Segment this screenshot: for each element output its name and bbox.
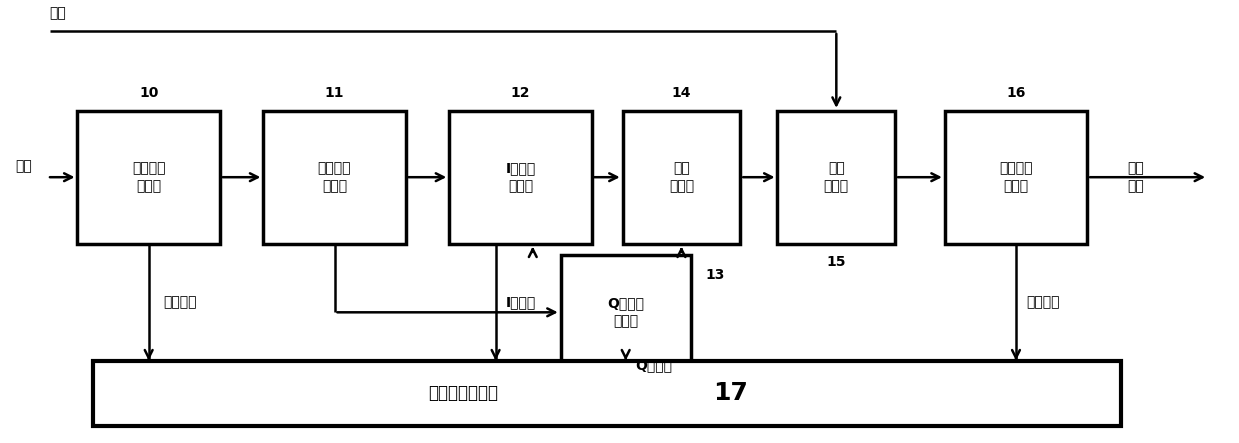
Text: 参考正交
功分器: 参考正交 功分器 xyxy=(317,161,352,194)
Text: I路权值: I路权值 xyxy=(506,295,535,309)
Text: 16: 16 xyxy=(1006,85,1026,100)
Text: 自适应控制电路: 自适应控制电路 xyxy=(429,385,498,402)
Text: 对消
输出: 对消 输出 xyxy=(1127,161,1145,194)
Bar xyxy=(944,111,1087,244)
Bar xyxy=(778,111,895,244)
Text: 参考: 参考 xyxy=(15,159,32,173)
Bar xyxy=(623,111,741,244)
Bar xyxy=(264,111,406,244)
Text: Q路电调
变减器: Q路电调 变减器 xyxy=(607,296,644,329)
Bar xyxy=(560,255,691,370)
Bar xyxy=(449,111,591,244)
Text: 10: 10 xyxy=(139,85,159,100)
Text: 参考取样: 参考取样 xyxy=(164,295,197,309)
Text: 误差取样: 误差取样 xyxy=(1026,295,1059,309)
Text: Q路权值: Q路权值 xyxy=(636,358,673,372)
Bar xyxy=(77,111,219,244)
Text: I路电调
变减器: I路电调 变减器 xyxy=(506,161,535,194)
Text: 13: 13 xyxy=(706,268,725,282)
Text: 14: 14 xyxy=(672,85,691,100)
Text: 矢量
合成器: 矢量 合成器 xyxy=(669,161,694,194)
Text: 误差取样
耦合器: 误差取样 耦合器 xyxy=(999,161,1033,194)
Bar xyxy=(93,361,1121,426)
Text: 11: 11 xyxy=(325,85,344,100)
Text: 干扰: 干扰 xyxy=(50,6,67,20)
Text: 参考取样
耦合器: 参考取样 耦合器 xyxy=(131,161,166,194)
Text: 对消
合成器: 对消 合成器 xyxy=(824,161,849,194)
Text: 12: 12 xyxy=(510,85,530,100)
Text: 15: 15 xyxy=(826,255,846,269)
Text: 17: 17 xyxy=(714,381,748,405)
